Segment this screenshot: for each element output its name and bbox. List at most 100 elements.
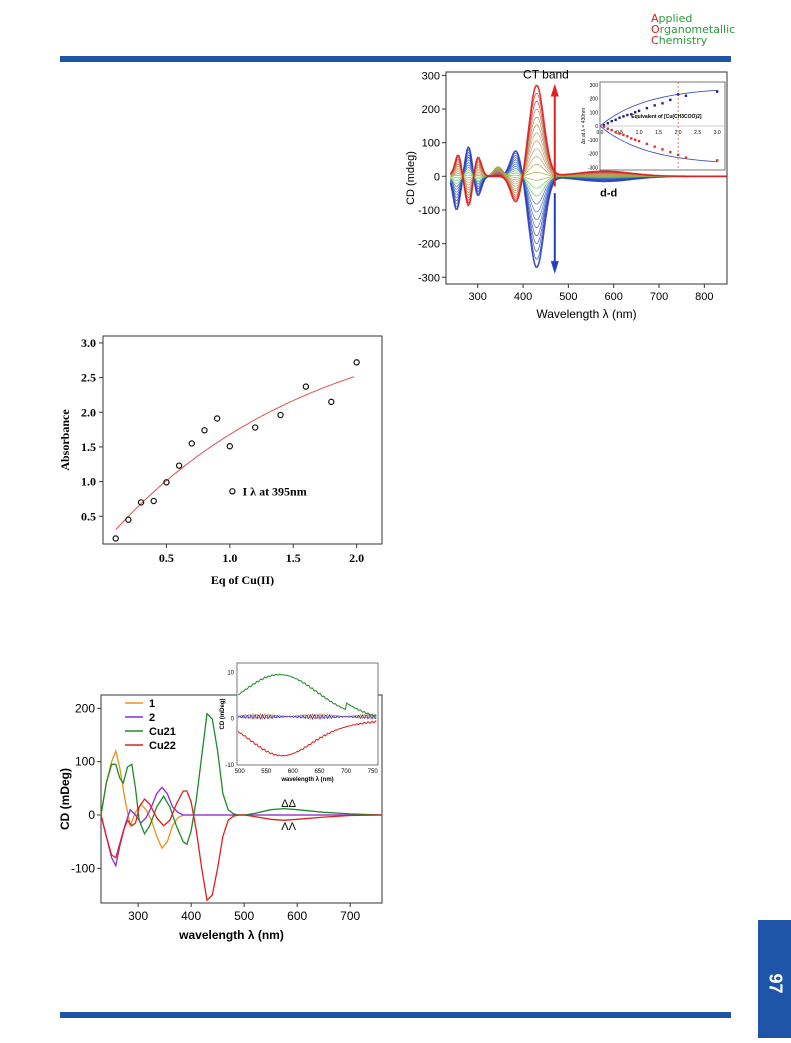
legend-label: I λ at 395nm bbox=[243, 484, 307, 498]
series-line-2 bbox=[100, 712, 383, 846]
inset-x-tick-label: 700 bbox=[341, 769, 352, 775]
inset-point-lower bbox=[614, 130, 617, 134]
legend-marker bbox=[229, 488, 236, 495]
inset-y-tick-label: -100 bbox=[588, 138, 598, 144]
inset-x-tick-label: 750 bbox=[368, 769, 379, 775]
inset-x-axis-label: Equivalent of [Cu(CH3COO)2] bbox=[631, 114, 702, 120]
y-axis-label: CD (mDeg) bbox=[58, 768, 72, 830]
page-number: 97 bbox=[765, 972, 786, 994]
y-tick-label: 2.0 bbox=[81, 405, 96, 419]
x-tick-label: 2.0 bbox=[349, 551, 364, 565]
y-axis-label: Absorbance bbox=[58, 409, 72, 471]
inset-y-tick-label: 0 bbox=[231, 717, 235, 723]
data-point bbox=[163, 479, 170, 486]
inset-y-tick-label: 0 bbox=[595, 124, 598, 130]
inset-point-lower bbox=[715, 159, 719, 162]
inset-point-lower bbox=[622, 133, 625, 137]
plot-frame bbox=[102, 335, 383, 545]
footer-rule bbox=[60, 1012, 731, 1018]
inset-series-cu21 bbox=[238, 673, 377, 718]
inset-y-tick-label: 100 bbox=[590, 110, 599, 116]
inset-y-tick-label: 300 bbox=[590, 83, 599, 89]
y-tick-label: 200 bbox=[422, 104, 440, 116]
inset-point-lower bbox=[606, 127, 610, 130]
inset-x-axis-label: wavelength λ (nm) bbox=[280, 777, 333, 783]
data-point bbox=[277, 411, 284, 419]
x-tick-label: 500 bbox=[234, 909, 254, 923]
x-tick-label: 300 bbox=[128, 909, 148, 923]
inset-point-lower bbox=[684, 156, 688, 159]
inset-y-tick-label: 10 bbox=[227, 670, 234, 676]
inset-x-tick-label: 600 bbox=[288, 769, 299, 775]
lambda-lambda-label: ΛΛ bbox=[281, 821, 296, 833]
inset-point-upper bbox=[653, 104, 656, 107]
y-tick-label: 0 bbox=[434, 171, 440, 183]
delta-delta-label: ΔΔ bbox=[281, 798, 296, 810]
x-tick-label: 600 bbox=[605, 291, 623, 303]
page-tab bbox=[758, 920, 791, 1038]
inset-point-upper bbox=[622, 115, 625, 118]
inset-point-upper bbox=[626, 113, 629, 117]
inset-y-tick-label: -200 bbox=[588, 152, 598, 158]
y-tick-label: 1.0 bbox=[81, 475, 96, 489]
inset-y-tick-label: -300 bbox=[588, 165, 598, 171]
legend-label: 2 bbox=[149, 712, 155, 724]
inset-point-lower bbox=[676, 153, 680, 157]
inset-point-upper bbox=[684, 94, 688, 97]
inset-point-upper bbox=[661, 102, 664, 105]
dd-label: d-d bbox=[600, 188, 617, 200]
inset-y-tick-label: -10 bbox=[225, 763, 234, 769]
inset-point-upper bbox=[637, 109, 641, 113]
cd-trace bbox=[449, 84, 727, 207]
inset-x-tick-label: 550 bbox=[261, 769, 272, 775]
inset-x-tick-label: 1.0 bbox=[636, 130, 643, 136]
inset-y-axis-label: Δε at λ = 430nm bbox=[581, 108, 587, 144]
header-rule bbox=[60, 56, 731, 62]
x-tick-label: 700 bbox=[650, 291, 668, 303]
absorbance-chart: 0.5 1.0 1.5 2.0 0.5 1.0 1.5 2.0 2.5 3.0 Eq of Cu(I… bbox=[58, 335, 383, 587]
data-point bbox=[201, 427, 208, 434]
data-point bbox=[226, 443, 234, 450]
inset-x-tick-label: 2.0 bbox=[675, 130, 682, 136]
inset-point-lower bbox=[602, 125, 606, 128]
legend-label: 1 bbox=[149, 698, 155, 710]
x-axis-label: Wavelength λ (nm) bbox=[536, 307, 636, 321]
y-tick-label: 0.5 bbox=[81, 509, 96, 523]
inset-point-upper bbox=[606, 122, 610, 125]
data-point bbox=[302, 383, 310, 390]
x-tick-label: 400 bbox=[514, 291, 532, 303]
y-tick-label: -100 bbox=[418, 205, 440, 217]
y-tick-label: -100 bbox=[71, 861, 95, 875]
fit-curve bbox=[115, 376, 355, 531]
inset-fit-lower bbox=[599, 125, 718, 163]
inset-series-1 bbox=[237, 712, 377, 721]
inset-point-upper bbox=[618, 116, 621, 119]
data-point bbox=[353, 359, 360, 366]
inset-point-lower bbox=[653, 145, 656, 148]
data-point bbox=[251, 424, 259, 431]
journal-logo: Applied Organometallic Chemistry bbox=[651, 12, 736, 47]
inset-x-tick-label: 0.0 bbox=[597, 130, 604, 136]
y-tick-label: -200 bbox=[418, 239, 440, 251]
inset-x-tick-label: 3.0 bbox=[714, 130, 721, 136]
inset-point-lower bbox=[610, 128, 613, 132]
y-tick-label: 0 bbox=[88, 808, 95, 822]
inset-point-upper bbox=[614, 118, 617, 122]
x-tick-label: 1.0 bbox=[222, 551, 237, 565]
inset-point-upper bbox=[715, 90, 719, 93]
up-arrow-head-icon bbox=[550, 83, 559, 97]
inset-point-upper bbox=[676, 93, 680, 96]
series-line-1 bbox=[100, 786, 382, 868]
inset-x-tick-label: 500 bbox=[235, 769, 246, 775]
data-point bbox=[175, 462, 183, 469]
inset-x-tick-label: 650 bbox=[314, 769, 325, 775]
series-line-3 bbox=[100, 790, 383, 902]
data-point bbox=[125, 516, 132, 523]
y-tick-label: 100 bbox=[75, 755, 95, 769]
inset-series-2 bbox=[237, 713, 377, 721]
inset-y-axis-label: CD (mDeg) bbox=[220, 698, 226, 729]
inset-point-lower bbox=[637, 139, 641, 143]
inset-point-lower bbox=[669, 150, 672, 154]
y-tick-label: 1.5 bbox=[81, 440, 96, 454]
